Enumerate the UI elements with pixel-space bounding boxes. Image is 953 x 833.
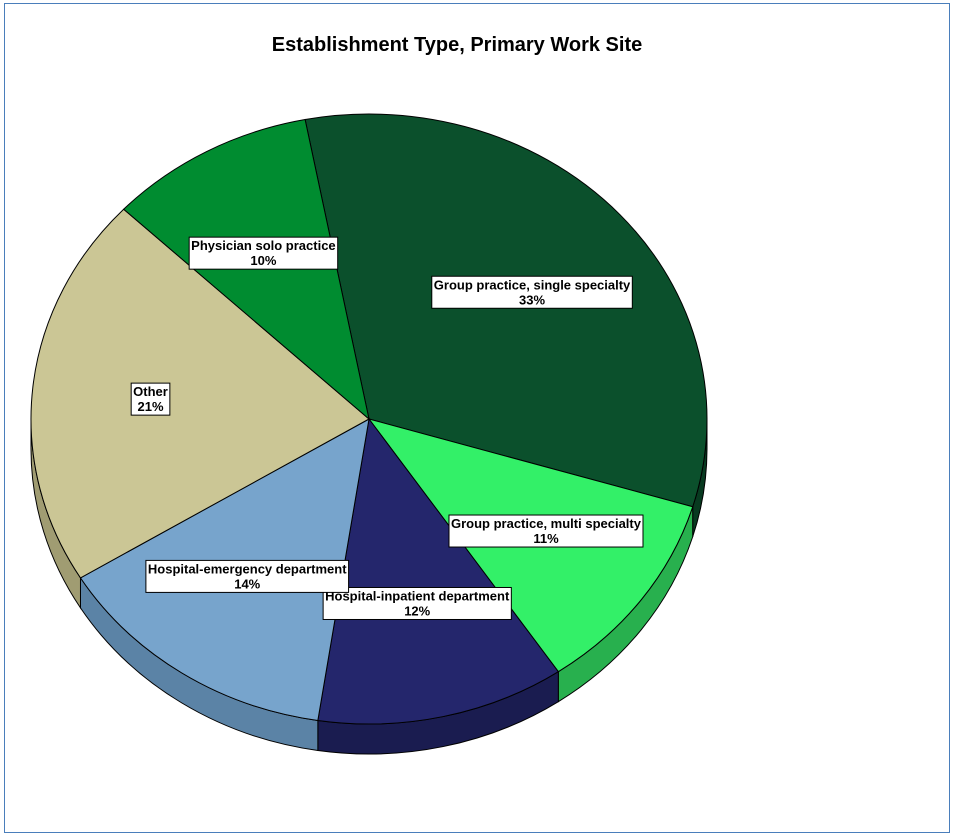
pie-label-box bbox=[431, 275, 633, 309]
pie-label-category: Group practice, multi specialty bbox=[451, 516, 642, 531]
pie-label-category: Other bbox=[133, 384, 168, 399]
pie-label-category: Group practice, single specialty bbox=[434, 277, 631, 292]
pie-label-percent: 11% bbox=[533, 531, 559, 546]
pie-slice-other bbox=[30, 208, 370, 579]
chart-title: Establishment Type, Primary Work Site bbox=[271, 34, 643, 56]
pie-label-percent: 10% bbox=[250, 253, 276, 268]
pie-labels: Group practice, single specialty33%Group… bbox=[130, 236, 644, 620]
pie-label-box bbox=[188, 236, 339, 270]
pie-slices bbox=[30, 113, 708, 725]
pie-label-box bbox=[448, 514, 644, 548]
pie-label-category: Hospital-inpatient department bbox=[325, 588, 510, 603]
pie-label-category: Hospital-emergency department bbox=[148, 561, 347, 576]
pie-label-box bbox=[322, 586, 512, 620]
pie-label-percent: 14% bbox=[234, 576, 260, 591]
pie-label-category: Physician solo practice bbox=[191, 238, 336, 253]
pie-slice-hospital-inpatient-department bbox=[317, 417, 560, 725]
pie-label-percent: 12% bbox=[404, 603, 430, 618]
pie-label-percent: 21% bbox=[138, 399, 164, 414]
pie-label-box bbox=[145, 559, 350, 593]
pie-label-box bbox=[130, 382, 171, 416]
pie-slice-group-practice-single-specialty bbox=[304, 113, 708, 508]
pie-label-percent: 33% bbox=[519, 292, 545, 307]
